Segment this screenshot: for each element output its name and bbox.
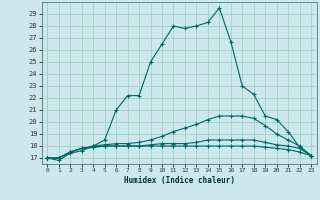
- X-axis label: Humidex (Indice chaleur): Humidex (Indice chaleur): [124, 176, 235, 185]
